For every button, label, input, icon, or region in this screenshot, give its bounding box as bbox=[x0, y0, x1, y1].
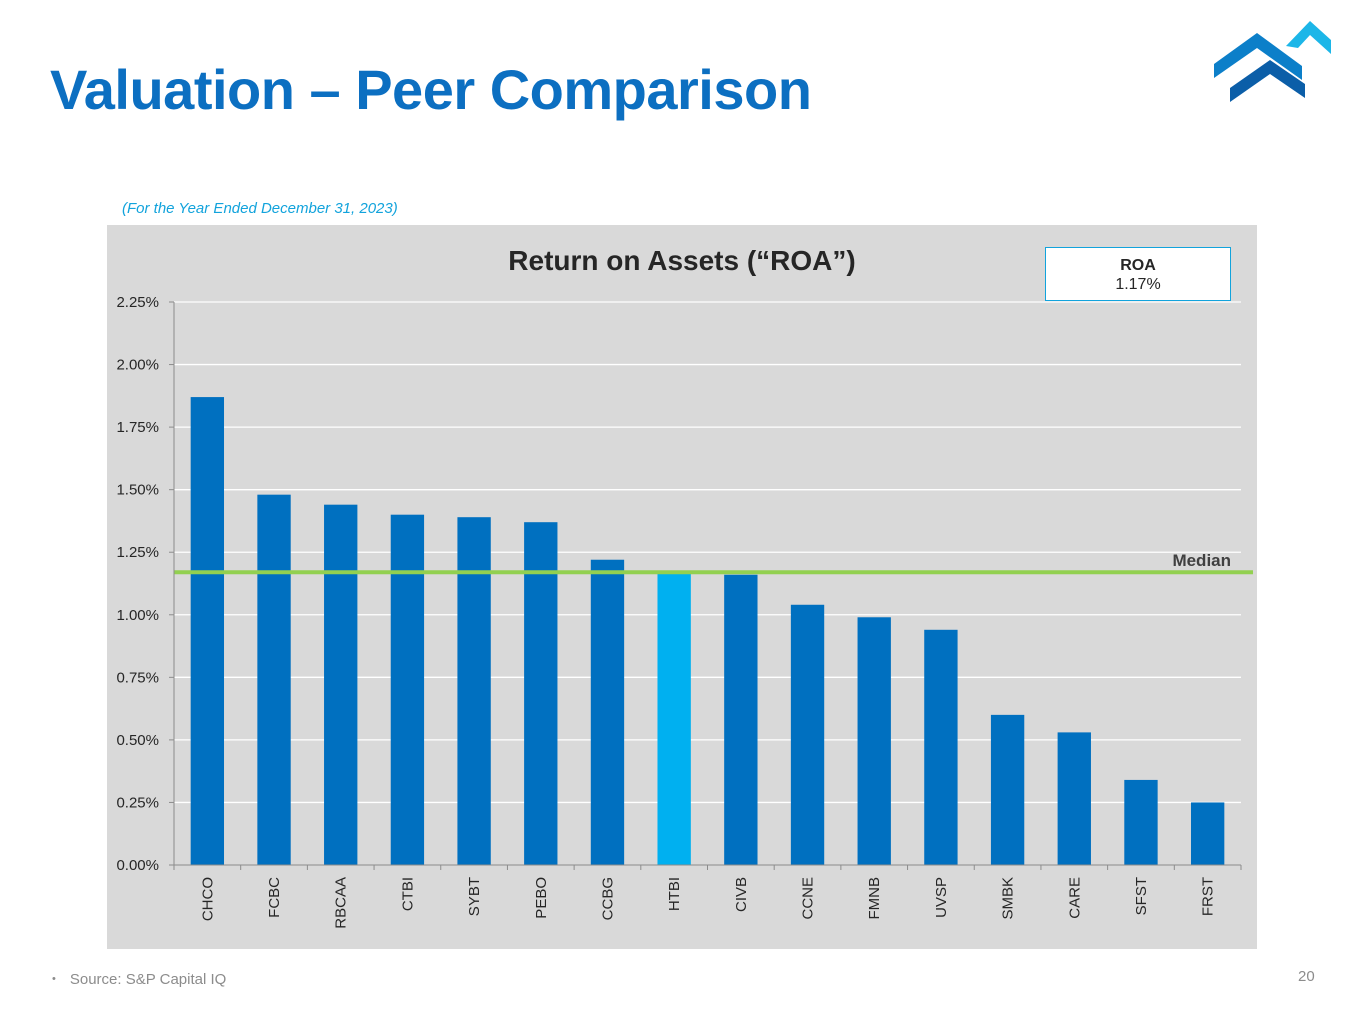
axes: 0.00% 0.25% 0.50% 0.75% 1.00% 1.25% 1.50% 1.75%… bbox=[116, 294, 1242, 929]
category-label: FRST bbox=[1200, 877, 1217, 916]
category-label: UVSP bbox=[933, 877, 950, 918]
y-tick-label: 0.00% bbox=[116, 857, 159, 874]
bars bbox=[190, 397, 1225, 865]
median-group: Median bbox=[174, 551, 1253, 575]
bar-chco bbox=[190, 397, 225, 865]
roa-bar-chart: Return on Assets (“ROA”) Median 0.00% 0.2… bbox=[116, 245, 1253, 929]
y-tick-label: 1.50% bbox=[116, 482, 159, 499]
bar-ccbg bbox=[590, 559, 625, 865]
bar-pebo bbox=[524, 522, 558, 865]
company-logo-icon bbox=[1214, 21, 1331, 102]
chart-subtitle: (For the Year Ended December 31, 2023) bbox=[122, 200, 398, 217]
bar-fcbc bbox=[257, 494, 291, 865]
category-label: CCNE bbox=[800, 877, 817, 920]
y-tick-label: 0.25% bbox=[116, 794, 159, 811]
bar-rbcaa bbox=[324, 504, 358, 865]
y-tick-label: 1.00% bbox=[116, 607, 159, 624]
roa-summary-box: ROA 1.17% bbox=[1045, 247, 1231, 301]
category-label: RBCAA bbox=[333, 877, 350, 929]
logo-light-chevron bbox=[1286, 21, 1331, 54]
bar-frst bbox=[1190, 802, 1225, 865]
bar-ctbi bbox=[390, 514, 425, 865]
median-label: Median bbox=[1172, 551, 1231, 570]
bar-civb bbox=[724, 574, 758, 865]
category-label: CHCO bbox=[199, 877, 216, 921]
y-tick-label: 2.00% bbox=[116, 357, 159, 374]
page-number: 20 bbox=[1298, 968, 1315, 985]
category-label: CIVB bbox=[733, 877, 750, 912]
bar-uvsp bbox=[924, 629, 958, 865]
footnote-bullet: • bbox=[52, 973, 56, 985]
source-footnote: • Source: S&P Capital IQ bbox=[52, 971, 226, 988]
category-label: CARE bbox=[1066, 877, 1083, 919]
roa-box-label: ROA bbox=[1120, 257, 1156, 274]
category-label: FMNB bbox=[866, 877, 883, 920]
chart-title: Return on Assets (“ROA”) bbox=[508, 245, 855, 276]
y-tick-label: 1.25% bbox=[116, 544, 159, 561]
category-label: PEBO bbox=[533, 877, 550, 919]
category-label: HTBI bbox=[666, 877, 683, 911]
chart-panel: Return on Assets (“ROA”) Median 0.00% 0.2… bbox=[107, 225, 1257, 949]
bar-ccne bbox=[790, 604, 825, 865]
footnote-source: Source: S&P Capital IQ bbox=[69, 971, 227, 988]
category-label: FCBC bbox=[266, 877, 283, 918]
bar-sfst bbox=[1124, 779, 1158, 865]
y-tick-label: 0.50% bbox=[116, 732, 159, 749]
category-label: SMBK bbox=[1000, 877, 1017, 920]
bar-htbi bbox=[657, 572, 691, 865]
logo-mid-chevron bbox=[1214, 33, 1302, 80]
y-tick-label: 1.75% bbox=[116, 419, 159, 436]
category-label: CTBI bbox=[399, 877, 416, 911]
roa-box-value: 1.17% bbox=[1115, 276, 1161, 293]
bar-care bbox=[1057, 732, 1091, 865]
bar-fmnb bbox=[857, 617, 891, 865]
category-label: SYBT bbox=[466, 877, 483, 916]
bar-sybt bbox=[457, 517, 491, 865]
logo-dark-chevron bbox=[1230, 60, 1305, 102]
bar-smbk bbox=[990, 714, 1025, 865]
category-label: SFST bbox=[1133, 877, 1150, 915]
y-tick-label: 2.25% bbox=[116, 294, 159, 311]
page-title: Valuation – Peer Comparison bbox=[50, 58, 812, 121]
category-label: CCBG bbox=[599, 877, 616, 920]
y-tick-label: 0.75% bbox=[116, 669, 159, 686]
